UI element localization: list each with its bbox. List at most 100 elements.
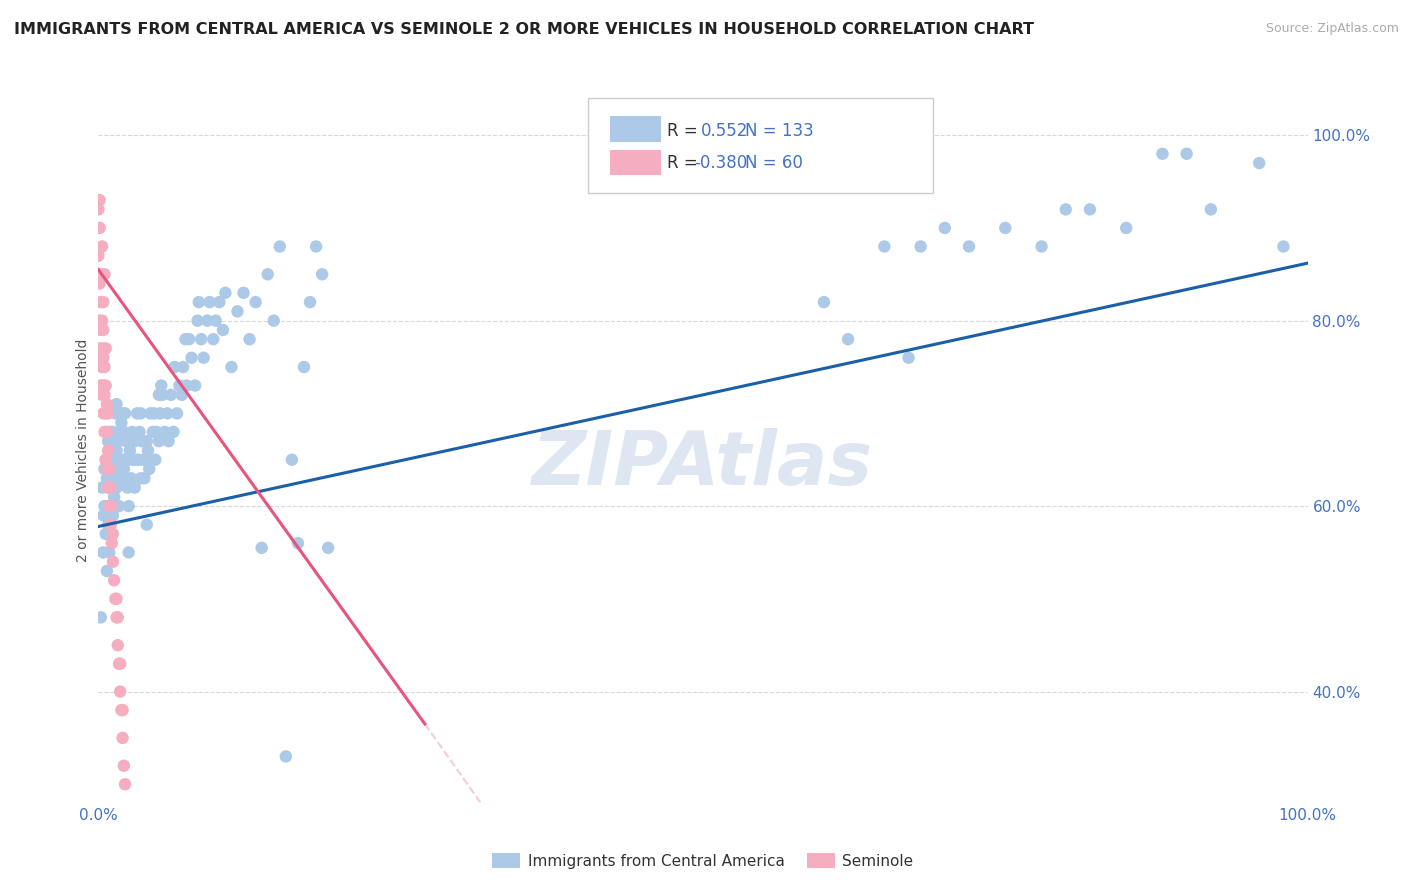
Point — [111, 703, 134, 717]
Point — [91, 359, 114, 374]
Point — [193, 351, 215, 365]
Point — [292, 359, 315, 374]
Point — [179, 332, 201, 346]
Point — [287, 536, 309, 550]
Point — [96, 471, 118, 485]
Point — [127, 406, 149, 420]
Point — [114, 777, 136, 791]
Point — [98, 462, 121, 476]
Text: R =: R = — [666, 121, 703, 139]
Point — [108, 657, 131, 671]
Point — [118, 499, 141, 513]
Point — [105, 443, 128, 458]
Point — [91, 508, 114, 523]
Point — [156, 406, 179, 420]
Point — [204, 313, 226, 327]
Point — [124, 434, 146, 449]
Point — [120, 471, 142, 485]
Point — [239, 332, 262, 346]
Point — [90, 323, 112, 337]
Point — [110, 416, 132, 430]
Point — [145, 425, 167, 439]
Point — [187, 295, 209, 310]
Point — [98, 499, 121, 513]
Text: 0.552: 0.552 — [700, 121, 748, 139]
Point — [110, 703, 132, 717]
Point — [103, 574, 125, 588]
Point — [174, 332, 197, 346]
Point — [897, 351, 920, 365]
Point — [96, 462, 118, 476]
Point — [98, 499, 121, 513]
Point — [110, 462, 132, 476]
Point — [94, 406, 117, 420]
Point — [94, 452, 117, 467]
Point — [208, 295, 231, 310]
Point — [105, 481, 128, 495]
Point — [91, 545, 114, 559]
Point — [187, 313, 209, 327]
Point — [202, 332, 225, 346]
Point — [112, 758, 135, 772]
Point — [118, 545, 141, 559]
Point — [91, 313, 114, 327]
Point — [97, 434, 120, 449]
Point — [93, 388, 115, 402]
Point — [108, 471, 131, 485]
Point — [97, 443, 120, 458]
Point — [100, 425, 122, 439]
Point — [107, 434, 129, 449]
Point — [91, 323, 114, 337]
Point — [103, 452, 125, 467]
Point — [143, 452, 166, 467]
Point — [160, 388, 183, 402]
Point — [169, 378, 191, 392]
Point — [108, 657, 131, 671]
Point — [98, 545, 121, 559]
Point — [299, 295, 322, 310]
Point — [163, 359, 186, 374]
Point — [115, 434, 138, 449]
Point — [127, 452, 149, 467]
Point — [1199, 202, 1222, 217]
Point — [90, 351, 112, 365]
Point — [117, 434, 139, 449]
Text: -0.380: -0.380 — [695, 154, 748, 172]
Point — [91, 295, 114, 310]
Point — [118, 443, 141, 458]
Point — [97, 517, 120, 532]
Point — [91, 378, 114, 392]
Point — [104, 462, 127, 476]
Point — [100, 536, 122, 550]
Point — [1175, 146, 1198, 161]
Point — [316, 541, 339, 555]
Point — [245, 295, 267, 310]
Point — [97, 481, 120, 495]
Point — [129, 406, 152, 420]
Point — [153, 425, 176, 439]
Point — [111, 452, 134, 467]
Point — [91, 406, 114, 420]
Point — [96, 564, 118, 578]
Point — [101, 555, 124, 569]
Legend: Immigrants from Central America, Seminole: Immigrants from Central America, Seminol… — [485, 845, 921, 876]
Point — [89, 313, 111, 327]
Point — [214, 285, 236, 300]
Point — [90, 378, 112, 392]
Point — [104, 406, 127, 420]
Point — [131, 434, 153, 449]
Point — [94, 452, 117, 467]
Point — [96, 425, 118, 439]
Text: N = 133: N = 133 — [745, 121, 814, 139]
Point — [100, 499, 122, 513]
Point — [198, 295, 221, 310]
Point — [111, 731, 134, 745]
Point — [90, 268, 112, 282]
Point — [190, 332, 212, 346]
Text: IMMIGRANTS FROM CENTRAL AMERICA VS SEMINOLE 2 OR MORE VEHICLES IN HOUSEHOLD CORR: IMMIGRANTS FROM CENTRAL AMERICA VS SEMIN… — [14, 22, 1033, 37]
FancyBboxPatch shape — [610, 150, 661, 175]
Point — [184, 378, 207, 392]
Point — [934, 221, 956, 235]
Point — [212, 323, 235, 337]
Point — [105, 610, 128, 624]
